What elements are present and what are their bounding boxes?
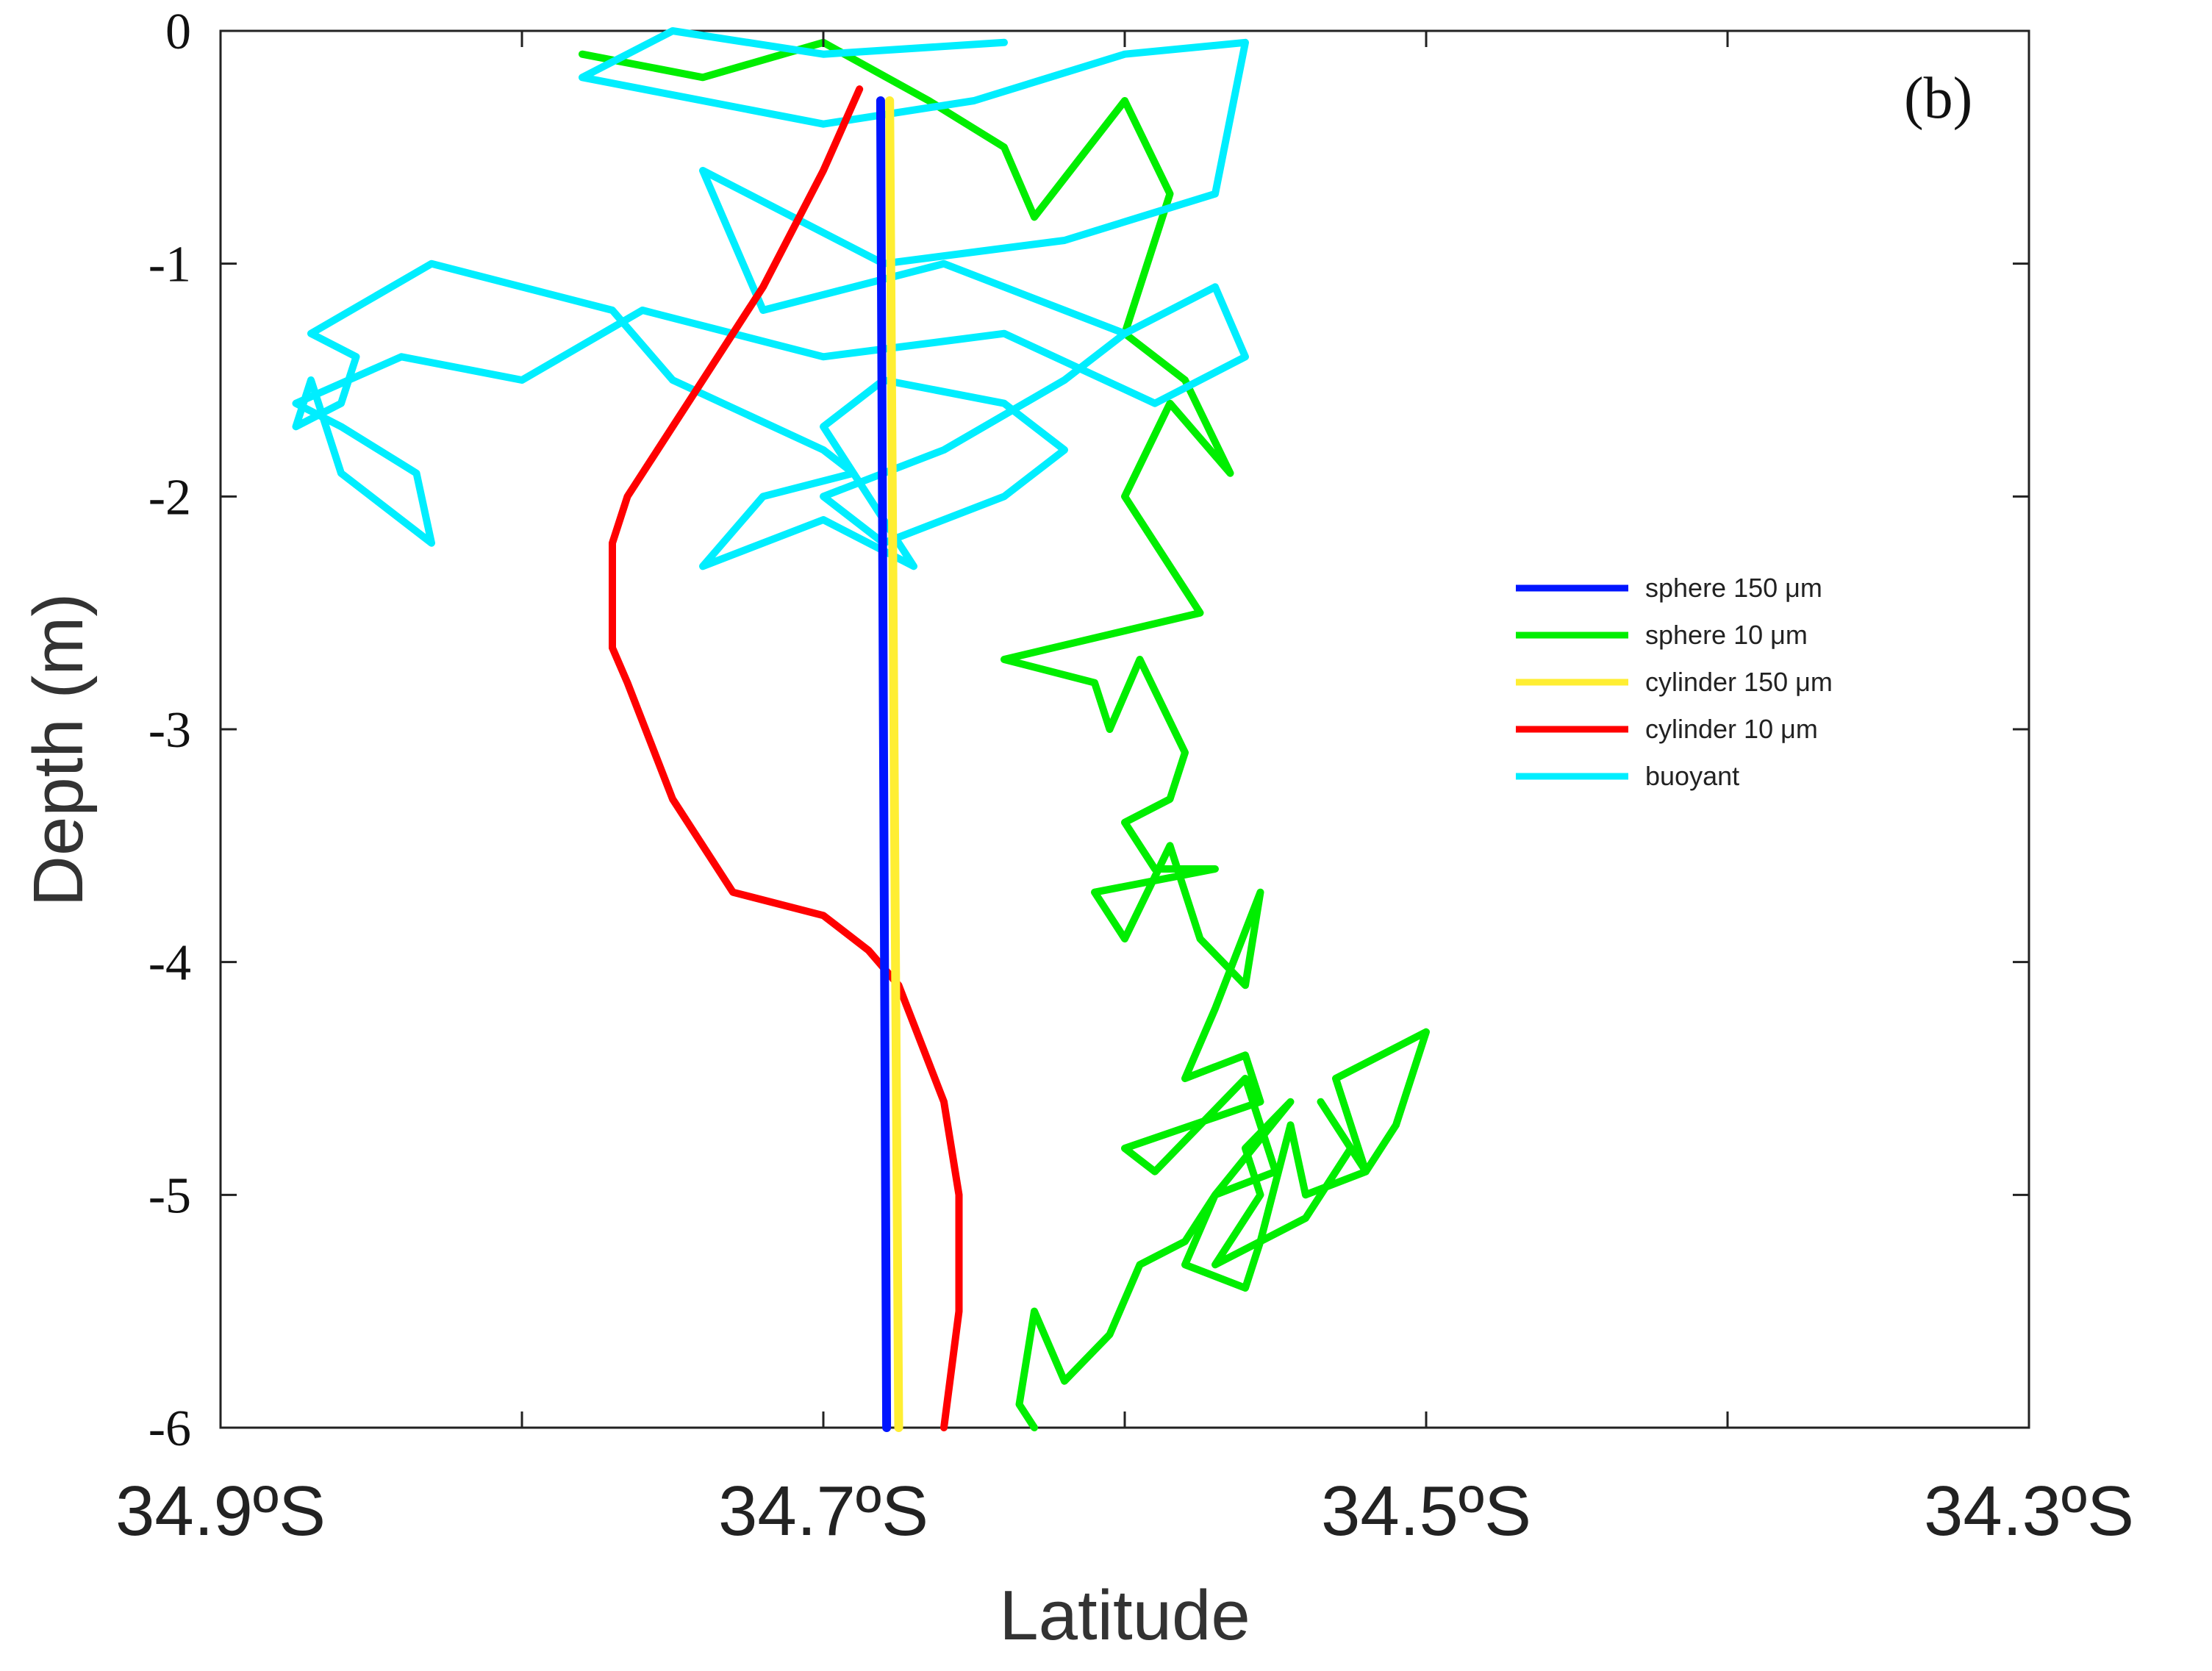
y-tick-label: 0 bbox=[165, 4, 191, 60]
y-axis-title: Depth (m) bbox=[19, 593, 98, 907]
x-tick-label: 34.5ºS bbox=[1321, 1472, 1531, 1550]
series-line-buoyant bbox=[292, 27, 1249, 570]
legend-label-sphere-150-m: sphere 150 μm bbox=[1645, 573, 1822, 603]
x-tick-label: 34.9ºS bbox=[115, 1472, 326, 1550]
panel-label: (b) bbox=[1904, 66, 1972, 131]
x-tick-label: 34.7ºS bbox=[718, 1472, 928, 1550]
ticks-layer: 0 -1 -2 -3 -4 -5 -6 34.9ºS 34.7ºS 34.5ºS 34.3ºS bbox=[115, 4, 2134, 1550]
series-line-sphere-10-m bbox=[579, 38, 1430, 1431]
legend-label-cylinder-150-m: cylinder 150 μm bbox=[1645, 667, 1833, 697]
series-line-sphere-150-m bbox=[876, 96, 892, 1432]
y-tick-label: -1 bbox=[148, 237, 191, 293]
x-axis-title: Latitude bbox=[999, 1576, 1250, 1655]
y-tick-label: -3 bbox=[148, 702, 191, 759]
series-line-cylinder-10-m bbox=[609, 85, 963, 1431]
x-tick-label: 34.3ºS bbox=[1924, 1472, 2134, 1550]
y-tick-label: -6 bbox=[148, 1400, 191, 1457]
y-tick-label: -2 bbox=[148, 469, 191, 526]
legend-label-sphere-10-m: sphere 10 μm bbox=[1645, 620, 1808, 650]
y-tick-label: -4 bbox=[148, 935, 191, 992]
legend-label-buoyant: buoyant bbox=[1645, 761, 1739, 791]
legend-label-cylinder-10-m: cylinder 10 μm bbox=[1645, 714, 1818, 744]
y-tick-label: -5 bbox=[148, 1167, 191, 1224]
legend: sphere 150 μm sphere 10 μm cylinder 150 μm… bbox=[1507, 562, 1889, 812]
series-layer bbox=[292, 27, 1430, 1432]
series-line-cylinder-150-m bbox=[885, 96, 903, 1432]
legend-box bbox=[1507, 562, 1889, 812]
